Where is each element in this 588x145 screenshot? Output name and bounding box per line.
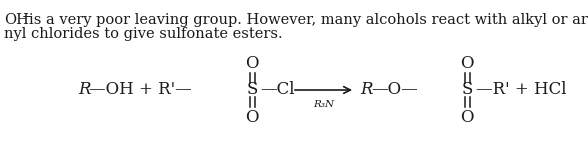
Text: S: S xyxy=(246,81,258,98)
Text: —OH + R'—: —OH + R'— xyxy=(89,81,192,98)
Text: −: − xyxy=(22,9,32,22)
Text: O: O xyxy=(460,108,474,126)
Text: OH: OH xyxy=(4,13,29,27)
Text: O: O xyxy=(460,55,474,71)
Text: —O—: —O— xyxy=(371,81,417,98)
Text: R: R xyxy=(360,81,373,98)
Text: O: O xyxy=(245,55,259,71)
Text: S: S xyxy=(462,81,473,98)
Text: R: R xyxy=(78,81,91,98)
Text: nyl chlorides to give sulfonate esters.: nyl chlorides to give sulfonate esters. xyxy=(4,27,283,41)
Text: —R' + HCl: —R' + HCl xyxy=(476,81,566,98)
Text: —Cl: —Cl xyxy=(260,81,295,98)
Text: R₃N: R₃N xyxy=(313,100,334,109)
Text: O: O xyxy=(245,108,259,126)
Text: is a very poor leaving group. However, many alcohols react with alkyl or aryl su: is a very poor leaving group. However, m… xyxy=(29,13,588,27)
